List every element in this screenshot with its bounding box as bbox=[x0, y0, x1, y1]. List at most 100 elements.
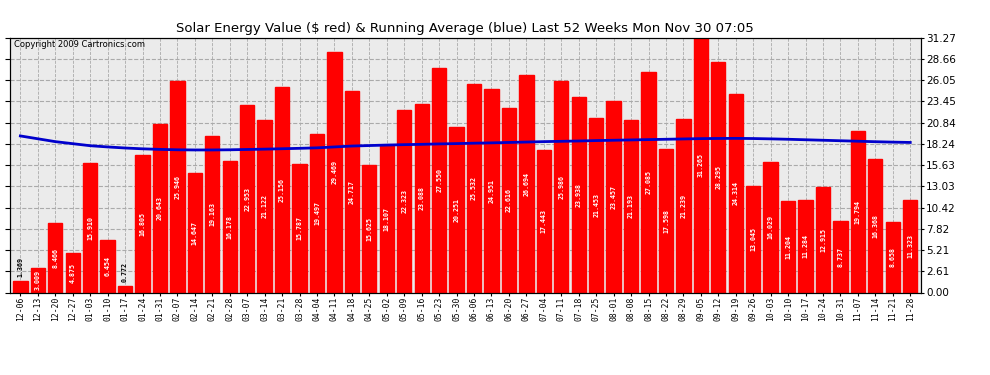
Bar bbox=[763, 162, 778, 292]
Text: 29.469: 29.469 bbox=[332, 160, 338, 184]
Text: Copyright 2009 Cartronics.com: Copyright 2009 Cartronics.com bbox=[15, 40, 146, 49]
Text: 23.938: 23.938 bbox=[576, 183, 582, 207]
Text: 17.598: 17.598 bbox=[663, 209, 669, 233]
Bar bbox=[275, 87, 289, 292]
Bar bbox=[554, 81, 568, 292]
Text: 11.284: 11.284 bbox=[803, 234, 809, 258]
Bar bbox=[903, 200, 918, 292]
Text: 25.532: 25.532 bbox=[471, 176, 477, 200]
Bar bbox=[886, 222, 900, 292]
Text: 3.009: 3.009 bbox=[35, 270, 41, 290]
Bar bbox=[816, 187, 831, 292]
Bar bbox=[170, 81, 184, 292]
Text: 19.163: 19.163 bbox=[209, 202, 215, 226]
Text: 8.658: 8.658 bbox=[890, 247, 896, 267]
Text: 26.694: 26.694 bbox=[524, 172, 530, 196]
Bar bbox=[642, 72, 655, 292]
Bar bbox=[152, 124, 167, 292]
Text: 13.045: 13.045 bbox=[750, 227, 756, 251]
Bar bbox=[205, 136, 220, 292]
Text: 20.251: 20.251 bbox=[453, 198, 459, 222]
Text: 27.085: 27.085 bbox=[645, 170, 651, 194]
Bar bbox=[589, 117, 603, 292]
Text: 15.787: 15.787 bbox=[297, 216, 303, 240]
Text: 0.772: 0.772 bbox=[122, 262, 128, 282]
Text: 17.443: 17.443 bbox=[541, 209, 546, 233]
Text: 23.457: 23.457 bbox=[611, 185, 617, 209]
Text: 21.193: 21.193 bbox=[628, 194, 634, 218]
Text: 25.156: 25.156 bbox=[279, 178, 285, 202]
Text: 25.946: 25.946 bbox=[174, 175, 180, 199]
Bar bbox=[100, 240, 115, 292]
Text: 16.029: 16.029 bbox=[767, 215, 773, 239]
Bar bbox=[188, 173, 202, 292]
Bar bbox=[310, 134, 324, 292]
Text: 19.497: 19.497 bbox=[314, 201, 320, 225]
Bar bbox=[432, 68, 446, 292]
Text: 25.986: 25.986 bbox=[558, 174, 564, 198]
Text: 22.616: 22.616 bbox=[506, 188, 512, 212]
Bar bbox=[868, 159, 882, 292]
Bar bbox=[415, 104, 429, 292]
Text: 11.323: 11.323 bbox=[907, 234, 913, 258]
Bar bbox=[467, 84, 481, 292]
Bar bbox=[502, 108, 516, 292]
Bar bbox=[13, 281, 28, 292]
Text: 15.625: 15.625 bbox=[366, 217, 372, 241]
Bar bbox=[834, 221, 847, 292]
Bar bbox=[850, 131, 865, 292]
Text: 16.368: 16.368 bbox=[872, 214, 878, 238]
Bar bbox=[223, 160, 237, 292]
Text: 21.453: 21.453 bbox=[593, 193, 599, 217]
Text: 20.643: 20.643 bbox=[157, 196, 163, 220]
Bar bbox=[31, 268, 45, 292]
Text: 18.107: 18.107 bbox=[384, 207, 390, 231]
Text: 23.088: 23.088 bbox=[419, 186, 425, 210]
Bar bbox=[83, 163, 97, 292]
Text: 8.466: 8.466 bbox=[52, 248, 58, 268]
Text: 28.295: 28.295 bbox=[716, 165, 722, 189]
Bar bbox=[729, 94, 742, 292]
Text: 12.915: 12.915 bbox=[820, 228, 826, 252]
Bar bbox=[676, 119, 691, 292]
Bar bbox=[781, 201, 795, 292]
Bar bbox=[292, 164, 307, 292]
Bar bbox=[798, 201, 813, 292]
Text: 21.122: 21.122 bbox=[261, 194, 267, 218]
Text: 31.265: 31.265 bbox=[698, 153, 704, 177]
Text: 27.550: 27.550 bbox=[437, 168, 443, 192]
Bar bbox=[571, 97, 586, 292]
Bar bbox=[694, 38, 708, 292]
Text: 6.454: 6.454 bbox=[105, 256, 111, 276]
Title: Solar Energy Value ($ red) & Running Average (blue) Last 52 Weeks Mon Nov 30 07:: Solar Energy Value ($ red) & Running Ave… bbox=[176, 22, 754, 35]
Text: 16.805: 16.805 bbox=[140, 212, 146, 236]
Bar bbox=[328, 52, 342, 292]
Bar bbox=[711, 62, 726, 292]
Text: 21.239: 21.239 bbox=[680, 194, 686, 218]
Bar bbox=[397, 111, 412, 292]
Bar bbox=[746, 186, 760, 292]
Text: 24.717: 24.717 bbox=[348, 180, 354, 204]
Text: 1.369: 1.369 bbox=[18, 257, 24, 277]
Text: 24.951: 24.951 bbox=[488, 179, 494, 203]
Text: 16.178: 16.178 bbox=[227, 214, 233, 238]
Text: 14.647: 14.647 bbox=[192, 221, 198, 245]
Text: 15.910: 15.910 bbox=[87, 216, 93, 240]
Bar bbox=[537, 150, 551, 292]
Bar bbox=[136, 156, 149, 292]
Text: 19.794: 19.794 bbox=[855, 200, 861, 224]
Bar bbox=[49, 224, 62, 292]
Bar bbox=[484, 89, 499, 292]
Bar bbox=[362, 165, 376, 292]
Bar bbox=[658, 149, 673, 292]
Text: 22.953: 22.953 bbox=[245, 187, 250, 211]
Text: 11.204: 11.204 bbox=[785, 235, 791, 259]
Bar bbox=[240, 105, 254, 292]
Text: 22.323: 22.323 bbox=[401, 189, 407, 213]
Bar bbox=[607, 101, 621, 292]
Text: 8.737: 8.737 bbox=[838, 247, 843, 267]
Bar bbox=[257, 120, 272, 292]
Text: 24.314: 24.314 bbox=[733, 182, 739, 206]
Bar bbox=[519, 75, 534, 292]
Bar bbox=[449, 128, 463, 292]
